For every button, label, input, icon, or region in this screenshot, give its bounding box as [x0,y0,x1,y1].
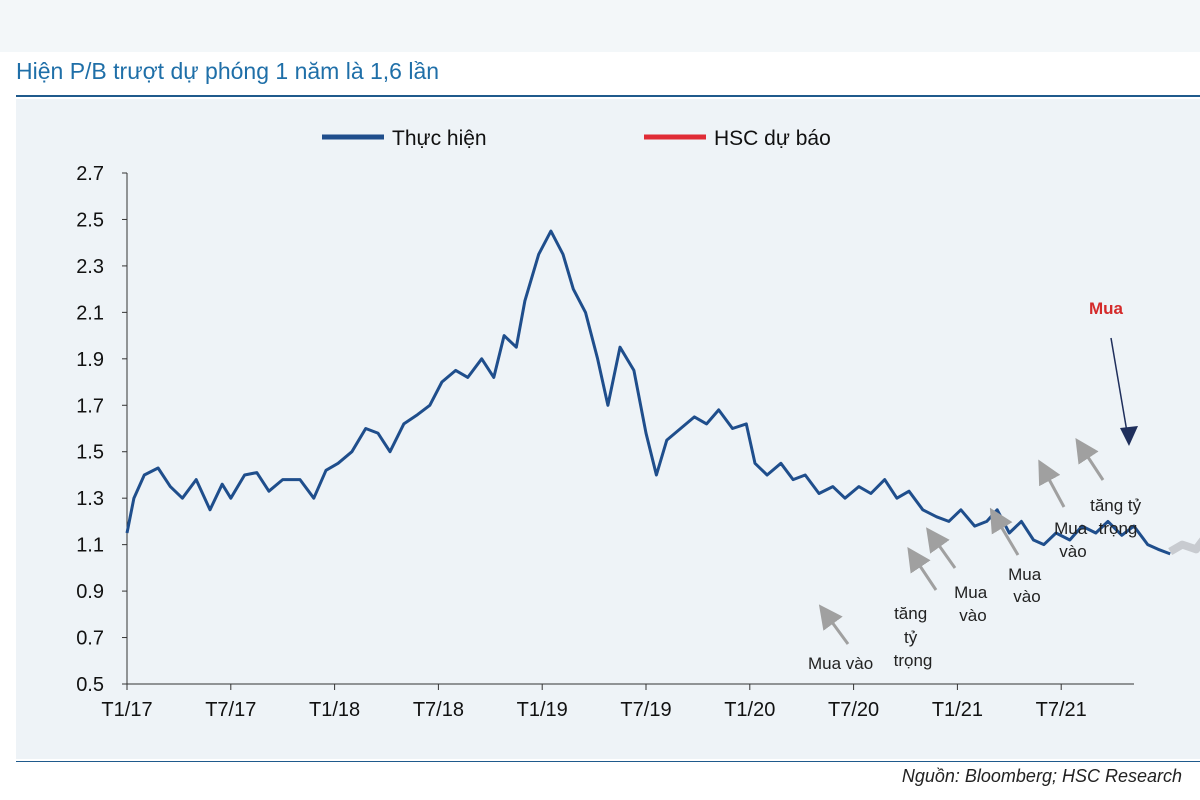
x-tick-label: T7/18 [413,699,464,721]
annotation-arrows [818,337,1138,645]
annotations: Mua vào tăng tỷ trọng Mua vào Mua vào Mu… [808,299,1146,673]
annotation-arrow [1038,459,1066,508]
y-tick-label: 0.9 [76,581,104,603]
annotation-label-line: vào [1059,542,1086,561]
annotation-label: Mua vào [1008,565,1046,606]
y-tick-label: 2.3 [76,256,104,278]
legend-label-actual: Thực hiện [392,127,487,150]
annotation-arrow [818,604,850,645]
x-tick-label: T7/19 [620,699,671,721]
annotation-label-mua: Mua [1089,299,1124,318]
footer-divider [16,761,1200,762]
x-tick-label: T1/18 [309,699,360,721]
y-tick-label: 1.1 [76,535,104,557]
annotation-label-line: tăng tỷ [1090,496,1142,515]
legend-label-forecast: HSC dự báo [714,127,831,150]
source-note: Nguồn: Bloomberg; HSC Research [901,766,1182,786]
x-tick-label: T7/21 [1036,699,1087,721]
annotation-label-line: vào [1013,587,1040,606]
annotation-label: tăng tỷ trọng [1090,496,1146,538]
annotation-label: tăng tỷ trọng [894,604,933,670]
annotation-arrow-mua [1110,337,1128,433]
annotation-label-line: trọng [1099,519,1138,538]
legend: Thực hiện HSC dự báo [322,127,831,150]
y-tick-label: 2.1 [76,302,104,324]
x-tick-label: T1/21 [932,699,983,721]
y-tick-label: 0.5 [76,674,104,696]
x-tick-label: T7/17 [205,699,256,721]
annotation-label-line: Mua [954,583,988,602]
series-line-reference [1168,537,1200,556]
x-tick-label: T1/19 [517,699,568,721]
title-divider [16,95,1200,97]
y-tick-label: 2.5 [76,209,104,231]
series-line-actual [125,229,1171,556]
annotation-label-line: tăng [894,604,927,623]
annotation-label: Mua vào [1054,519,1092,561]
annotation-arrow [1075,437,1105,481]
y-tick-label: 1.7 [76,395,104,417]
x-tick-label: T1/17 [101,699,152,721]
y-tick-label: 0.7 [76,628,104,650]
top-band [0,0,1200,52]
plot-background [16,99,1200,759]
annotation-label-line: tỷ [904,628,918,647]
annotation-label: Mua vào [954,583,992,625]
annotation-label-line: Mua [1008,565,1042,584]
y-tick-label: 1.5 [76,442,104,464]
y-tick-label: 2.7 [76,163,104,185]
annotation-arrow [926,527,957,569]
x-tick-label: T7/20 [828,699,879,721]
annotation-label: Mua vào [808,654,873,673]
x-tick-label: T1/20 [724,699,775,721]
y-tick-label: 1.9 [76,349,104,371]
annotation-label-line: Mua [1054,519,1088,538]
annotation-arrow [907,547,938,591]
annotation-label-line: trọng [894,651,933,670]
y-tick-label: 1.3 [76,488,104,510]
annotation-arrowhead-mua [1120,426,1138,446]
annotation-label-line: vào [959,606,986,625]
chart-title: Hiện P/B trượt dự phóng 1 năm là 1,6 lần [16,58,440,84]
annotation-arrow [989,507,1020,556]
